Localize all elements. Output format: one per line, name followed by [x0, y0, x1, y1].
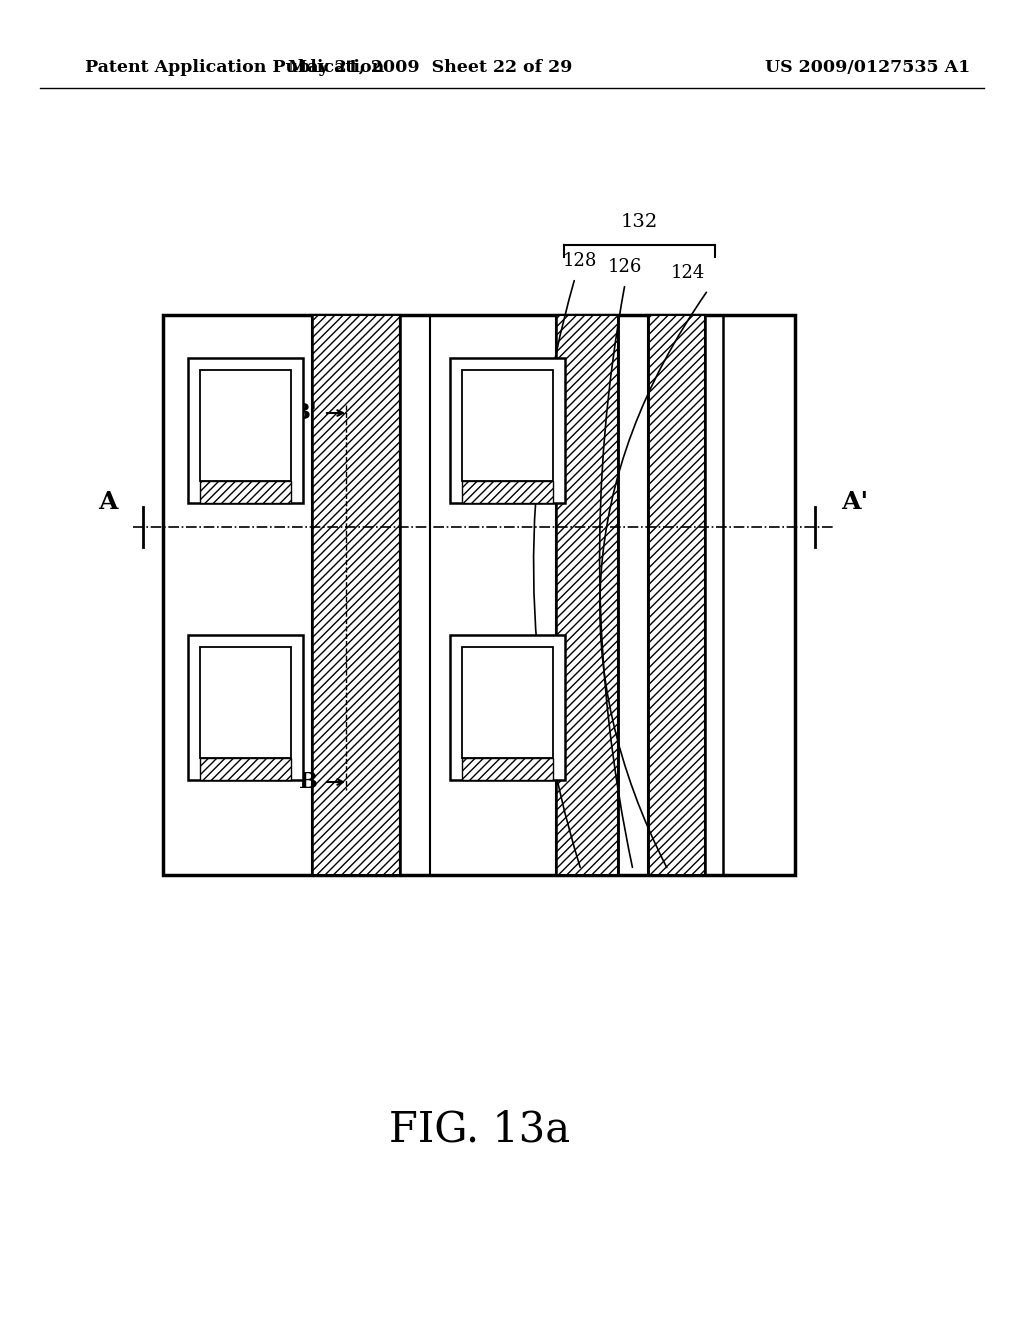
Bar [200, 370, 291, 480]
Bar [462, 480, 553, 503]
Bar [200, 758, 291, 780]
Bar [188, 635, 303, 780]
Text: 128: 128 [563, 252, 597, 271]
Text: May 21, 2009  Sheet 22 of 29: May 21, 2009 Sheet 22 of 29 [288, 59, 572, 77]
Bar [200, 647, 291, 758]
Text: 124: 124 [671, 264, 706, 282]
Text: FIG. 13a: FIG. 13a [389, 1109, 570, 1151]
Bar [312, 315, 400, 875]
Bar [188, 358, 303, 503]
Bar [462, 370, 553, 480]
Text: 126: 126 [608, 257, 642, 276]
Bar [450, 358, 565, 503]
Bar [462, 647, 553, 758]
Bar [648, 315, 705, 875]
Text: 132: 132 [621, 213, 658, 231]
Bar [163, 315, 795, 875]
Text: Patent Application Publication: Patent Application Publication [85, 59, 384, 77]
Bar [200, 480, 291, 503]
Bar [462, 758, 553, 780]
Text: A': A' [842, 490, 868, 513]
Bar [450, 635, 565, 780]
Text: B: B [299, 771, 318, 793]
Text: A: A [98, 490, 118, 513]
Bar [556, 315, 618, 875]
Text: B': B' [292, 403, 318, 424]
Text: US 2009/0127535 A1: US 2009/0127535 A1 [765, 59, 970, 77]
